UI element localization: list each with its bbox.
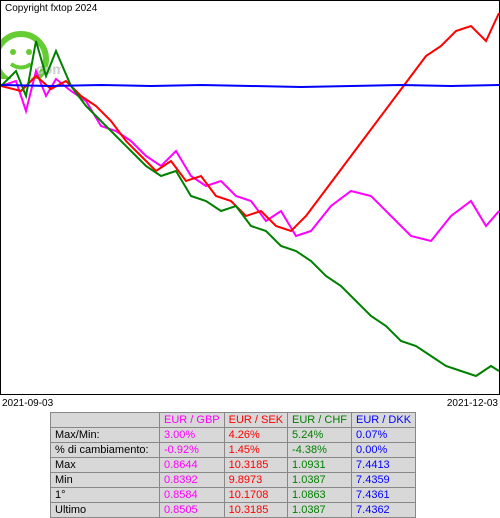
table-cell: 7.4361 — [352, 488, 416, 503]
table-cell: 1.0387 — [288, 503, 352, 518]
table-cell: 7.4362 — [352, 503, 416, 518]
table-cell: -0.92% — [160, 443, 225, 458]
table-cell: 10.1708 — [224, 488, 287, 503]
table-cell: 0.8644 — [160, 458, 225, 473]
table-row-label: Min — [51, 473, 160, 488]
table-cell: 10.3185 — [224, 503, 287, 518]
table-header: EUR / CHF — [288, 413, 352, 428]
series-line — [1, 13, 499, 231]
table-cell: 9.8973 — [224, 473, 287, 488]
table-cell: 1.0387 — [288, 473, 352, 488]
table-cell: 1.0863 — [288, 488, 352, 503]
table-cell: 0.07% — [352, 428, 416, 443]
table-row-label: Max/Min: — [51, 428, 160, 443]
table-cell: 5.24% — [288, 428, 352, 443]
chart-lines — [1, 1, 500, 396]
table-row-label: 1° — [51, 488, 160, 503]
table-row-label: % di cambiamento: — [51, 443, 160, 458]
stats-table: EUR / GBPEUR / SEKEUR / CHFEUR / DKK Max/… — [50, 412, 416, 518]
table-header: EUR / SEK — [224, 413, 287, 428]
table-header: EUR / GBP — [160, 413, 225, 428]
table-row-label: Max — [51, 458, 160, 473]
chart-area: Copyright fxtop 2024 com — [0, 0, 500, 395]
table-row-label: Ultimo — [51, 503, 160, 518]
table-cell: 7.4413 — [352, 458, 416, 473]
table-cell: 0.8584 — [160, 488, 225, 503]
table-cell: 1.0931 — [288, 458, 352, 473]
table-cell: 4.26% — [224, 428, 287, 443]
series-line — [1, 85, 499, 87]
table-cell: 0.8505 — [160, 503, 225, 518]
table-header: EUR / DKK — [352, 413, 416, 428]
table-cell: 0.8392 — [160, 473, 225, 488]
table-cell: -4.38% — [288, 443, 352, 458]
date-end: 2021-12-03 — [447, 398, 498, 409]
table-cell: 10.3185 — [224, 458, 287, 473]
date-start: 2021-09-03 — [2, 398, 53, 409]
table-cell: 7.4359 — [352, 473, 416, 488]
series-line — [1, 41, 499, 376]
table-cell: 1.45% — [224, 443, 287, 458]
table-cell: 0.00% — [352, 443, 416, 458]
table-cell: 3.00% — [160, 428, 225, 443]
table-corner — [51, 413, 160, 428]
